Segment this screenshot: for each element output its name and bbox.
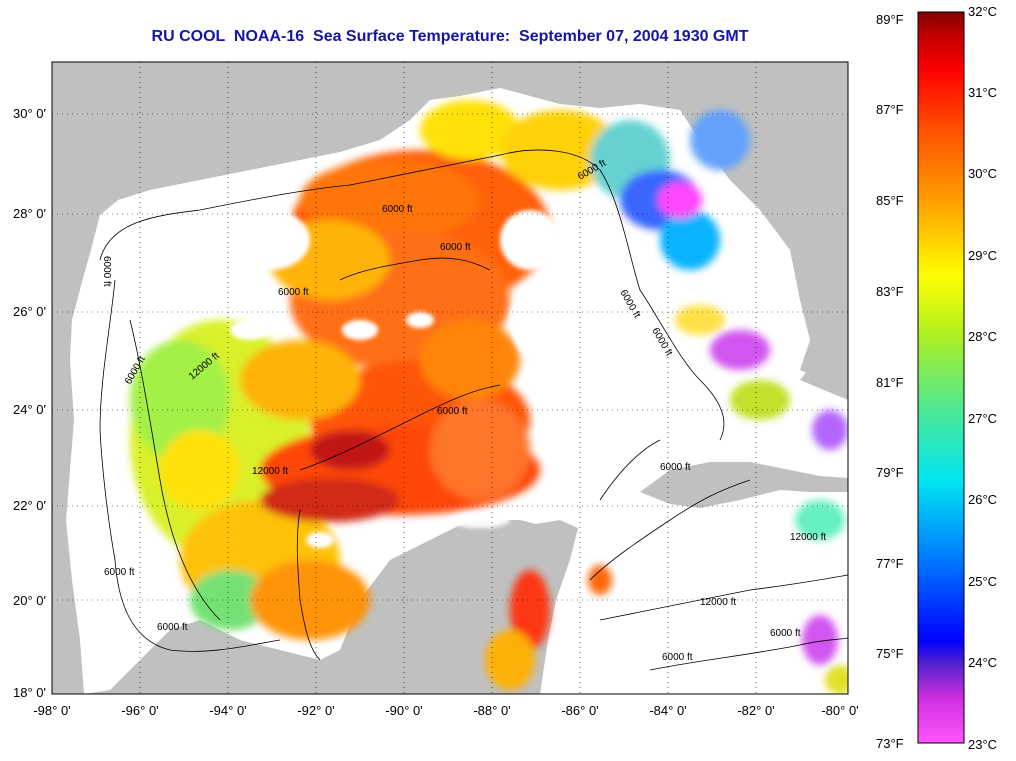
lon-tick-label: -82° 0' xyxy=(737,703,775,718)
colorbar-c-tick: 27°C xyxy=(968,411,998,426)
colorbar-c-tick: 28°C xyxy=(968,329,998,344)
colorbar-c-tick: 29°C xyxy=(968,248,998,263)
colorbar-c-tick: 25°C xyxy=(968,574,998,589)
lat-tick-label: 26° 0' xyxy=(13,304,46,319)
map-frame xyxy=(51,61,849,695)
contour-label: 6000 ft xyxy=(440,242,471,253)
lon-tick-label: -94° 0' xyxy=(209,703,247,718)
colorbar-c-tick: 23°C xyxy=(968,737,998,752)
lon-tick-label: -90° 0' xyxy=(385,703,423,718)
colorbar-f-tick: 81°F xyxy=(876,375,904,390)
lon-tick-label: -98° 0' xyxy=(33,703,71,718)
graticule xyxy=(52,62,848,694)
colorbar xyxy=(917,11,965,744)
lat-tick-label: 24° 0' xyxy=(13,402,46,417)
colorbar-c-tick: 32°C xyxy=(968,4,998,19)
contour-label: 6000 ft xyxy=(104,567,135,578)
colorbar-c-tick: 24°C xyxy=(968,655,998,670)
lon-tick-label: -96° 0' xyxy=(121,703,159,718)
colorbar-f-tick: 73°F xyxy=(876,736,904,751)
lon-tick-label: -84° 0' xyxy=(649,703,687,718)
contour-label: 12000 ft xyxy=(790,532,826,543)
lat-tick-label: 30° 0' xyxy=(13,106,46,121)
colorbar-f-tick: 83°F xyxy=(876,284,904,299)
map-title: RU COOL NOAA-16 Sea Surface Temperature:… xyxy=(151,28,749,45)
contour-label: 6000 ft xyxy=(770,628,801,639)
lon-tick-label: -88° 0' xyxy=(473,703,511,718)
lon-tick-label: -86° 0' xyxy=(561,703,599,718)
colorbar-f-tick: 79°F xyxy=(876,465,904,480)
contour-label: 12000 ft xyxy=(700,597,736,608)
colorbar-f-tick: 77°F xyxy=(876,556,904,571)
colorbar-f-tick: 87°F xyxy=(876,102,904,117)
colorbar-f-tick: 85°F xyxy=(876,193,904,208)
yucatan-land xyxy=(440,520,578,694)
florida-land xyxy=(780,62,848,400)
lon-tick-label: -92° 0' xyxy=(297,703,335,718)
map-panel: 6000 ft 6000 ft 6000 ft 6000 ft 6000 ft … xyxy=(52,62,848,694)
cuba-land xyxy=(640,462,848,508)
contour-label: 12000 ft xyxy=(252,466,288,477)
contour-label: 6000 ft xyxy=(437,406,468,417)
lon-tick-label: -80° 0' xyxy=(821,703,859,718)
lat-tick-label: 18° 0' xyxy=(13,685,46,700)
contour-label: 6000 ft xyxy=(101,256,112,287)
contour-label: 6000 ft xyxy=(660,462,691,473)
lat-tick-label: 20° 0' xyxy=(13,593,46,608)
bathymetry-contours xyxy=(99,149,848,671)
contour-label: 6000 ft xyxy=(278,287,309,298)
contour-label: 6000 ft xyxy=(382,204,413,215)
lat-tick-label: 28° 0' xyxy=(13,206,46,221)
contour-label: 6000 ft xyxy=(662,652,693,663)
colorbar-c-tick: 31°C xyxy=(968,85,998,100)
sst-data-layer xyxy=(130,100,848,694)
colorbar-f-tick: 89°F xyxy=(876,12,904,27)
colorbar-c-tick: 30°C xyxy=(968,166,998,181)
colorbar-f-tick: 75°F xyxy=(876,646,904,661)
lat-tick-label: 22° 0' xyxy=(13,498,46,513)
contour-label: 6000 ft xyxy=(157,622,188,633)
colorbar-c-tick: 26°C xyxy=(968,492,998,507)
